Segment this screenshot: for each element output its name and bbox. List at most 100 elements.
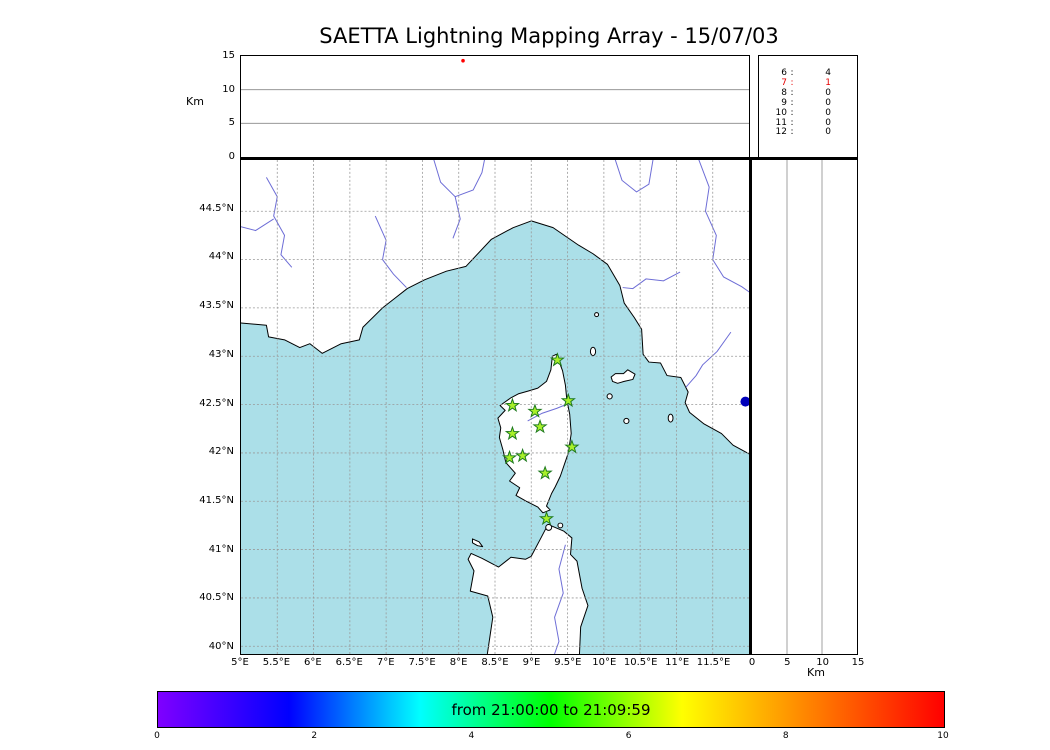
separator: : [790,117,794,128]
lon-tick-label: 6.5°E [335,657,363,668]
station-count-row: 8: 0 [769,87,857,99]
river-line [433,160,485,198]
giglio-island [667,413,674,423]
lma-station-marker [504,397,521,412]
station-id: 9 [781,97,787,108]
capraia-island [589,346,597,357]
montecristo-island [623,417,630,425]
colorbar-tick-label: 0 [154,731,160,741]
river-line [452,196,461,239]
colorbar-tick-label: 6 [625,731,632,741]
river-line [685,331,732,388]
right-altitude-tick-label: 0 [748,657,756,668]
lat-tick-label: 42°N [208,446,234,458]
separator: : [790,127,794,138]
map-grid [241,160,749,654]
lightning-source-dot [740,396,749,407]
altitude-longitude-panel [240,55,750,157]
lon-tick-label: 5.5°E [262,657,291,668]
lon-tick-label: 11°E [665,657,690,668]
altitude-panel-canvas [241,58,749,124]
river-line [374,215,407,288]
right-panel-canvas [786,160,823,654]
lat-tick-label: 41°N [208,543,234,555]
river-line [241,218,274,232]
station-count-row: 9: 0 [769,97,857,109]
lma-station-marker [564,439,580,454]
maddalena-island [545,523,553,531]
lon-tick-label: 9.5°E [554,657,582,668]
sardinia [467,523,589,654]
lma-station-marker [560,392,576,408]
altitude-tick-label: 0 [228,151,235,162]
asinara-island [471,538,484,548]
lma-station-marker [537,465,553,480]
right-axis-label: Km [807,666,825,679]
lat-tick-label: 44.5°N [199,202,234,214]
lat-tick-label: 40°N [208,641,234,653]
altitude-tick-label: 10 [222,83,235,95]
station-id: 8 [781,87,787,98]
colorbar-tick-label: 2 [311,731,318,741]
lon-tick-label: 11.5°E [696,657,731,668]
colorbar-tick-label: 8 [782,731,789,741]
gorgona-island [594,312,600,318]
station-count-row: 10: 0 [769,107,857,119]
altitude-grid [241,89,749,124]
river-line [698,160,749,293]
river-line [554,544,566,654]
altitude-latitude-panel [752,157,858,655]
rivers [241,160,749,654]
right-altitude-tick-label: 10 [816,657,830,668]
station-id: 12 [775,127,787,138]
map-sources [740,396,749,407]
lightning-source-dot [461,58,465,63]
station-id: 10 [775,107,787,118]
lat-tick-label: 43.5°N [199,300,234,312]
lat-tick-label: 40.5°N [199,592,234,604]
lon-tick-label: 10.5°E [623,657,658,668]
lat-tick-label: 42.5°N [199,397,234,409]
altitude-sources [461,58,465,63]
lma-station-marker [501,449,518,465]
elba-island [610,369,636,384]
station-count-row: 12: 0 [769,128,857,138]
station-count-value: 1 [825,77,831,88]
colorbar-label: from 21:00:00 to 21:09:59 [451,700,651,719]
time-colorbar: from 21:00:00 to 21:09:59 [157,691,945,728]
lma-stations [501,352,580,526]
station-count-row: 7: 1 [769,77,857,89]
lma-station-marker [538,510,555,526]
lon-tick-label: 7°E [376,657,395,668]
lon-tick-label: 9°E [522,657,541,668]
caprera-island [557,522,564,529]
figure-title: SAETTA Lightning Mapping Array - 15/07/0… [319,24,779,48]
station-count-value: 0 [825,97,831,108]
lma-station-marker [527,403,543,418]
lat-tick-label: 43°N [208,348,234,360]
lon-tick-label: 8.5°E [481,657,509,668]
station-count-value: 0 [825,87,831,98]
lon-tick-label: 6°E [304,657,322,668]
station-count-value: 0 [825,117,831,128]
colorbar-gradient [158,692,944,727]
altitude-tick-label: 15 [222,50,235,61]
mainland-coast [241,160,749,455]
lma-station-marker [532,418,548,434]
station-count-value: 0 [825,127,831,138]
lat-tick-label: 44°N [208,251,234,263]
lon-tick-label: 7.5°E [408,657,436,668]
altitude-tick-label: 5 [228,117,235,129]
station-count-row: 11: 0 [769,117,857,129]
right-altitude-tick-label: 15 [851,657,865,668]
corsica [497,353,572,514]
station-count-value: 4 [825,68,831,78]
land-layer [241,160,749,654]
station-id: 11 [775,117,787,128]
station-count-row: 6: 4 [769,68,857,79]
separator: : [790,107,794,118]
separator: : [790,68,794,78]
station-count-table: 6: 4 7: 1 8: 0 9: 0 10: 0 11: 0 12: 0 [758,55,858,157]
lma-station-marker [504,425,521,441]
